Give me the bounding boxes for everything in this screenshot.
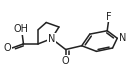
Text: OH: OH xyxy=(13,24,28,34)
Text: O: O xyxy=(4,43,11,53)
Text: N: N xyxy=(48,34,55,44)
Text: F: F xyxy=(106,11,111,22)
Text: N: N xyxy=(119,33,127,43)
Text: O: O xyxy=(62,56,69,66)
